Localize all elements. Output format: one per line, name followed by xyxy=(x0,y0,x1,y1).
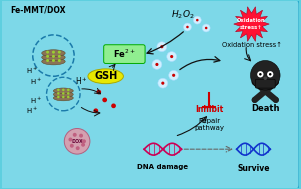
Text: DNA damage: DNA damage xyxy=(137,164,188,170)
Circle shape xyxy=(96,90,101,94)
Circle shape xyxy=(58,51,61,54)
Circle shape xyxy=(57,92,60,95)
Text: H$^+$: H$^+$ xyxy=(75,75,88,87)
Circle shape xyxy=(170,55,173,58)
Text: H$^+$: H$^+$ xyxy=(26,66,38,77)
Circle shape xyxy=(267,71,273,77)
Text: DOX: DOX xyxy=(71,139,83,144)
Text: Fe-MMT/DOX: Fe-MMT/DOX xyxy=(10,5,66,14)
Circle shape xyxy=(273,97,279,103)
Circle shape xyxy=(67,96,70,98)
Circle shape xyxy=(102,98,107,102)
Text: H$^+$: H$^+$ xyxy=(30,77,42,87)
Ellipse shape xyxy=(88,69,123,84)
Circle shape xyxy=(259,73,262,76)
Circle shape xyxy=(64,129,90,154)
Polygon shape xyxy=(234,7,269,41)
Circle shape xyxy=(252,79,258,85)
Ellipse shape xyxy=(53,88,73,94)
Circle shape xyxy=(169,70,178,80)
Circle shape xyxy=(250,60,280,90)
Circle shape xyxy=(58,59,61,62)
Circle shape xyxy=(257,71,263,77)
Circle shape xyxy=(82,139,86,143)
Circle shape xyxy=(73,133,77,137)
Circle shape xyxy=(184,23,191,31)
Circle shape xyxy=(93,108,98,113)
Text: Oxidation stress↑: Oxidation stress↑ xyxy=(222,42,281,48)
Circle shape xyxy=(202,24,210,32)
Circle shape xyxy=(172,74,175,77)
Text: Survive: Survive xyxy=(237,164,270,173)
Circle shape xyxy=(167,52,177,61)
Circle shape xyxy=(52,51,55,54)
Circle shape xyxy=(81,143,85,147)
Text: H$^+$: H$^+$ xyxy=(26,106,38,116)
Circle shape xyxy=(160,45,163,48)
Circle shape xyxy=(193,16,201,24)
Circle shape xyxy=(52,55,55,58)
Circle shape xyxy=(152,60,162,69)
Circle shape xyxy=(68,138,73,142)
Text: Inhibit: Inhibit xyxy=(195,105,223,114)
Text: Oxidation
stress↑: Oxidation stress↑ xyxy=(237,19,266,30)
Text: H$_2$O$_2$: H$_2$O$_2$ xyxy=(171,8,194,21)
Circle shape xyxy=(252,97,258,103)
Circle shape xyxy=(158,78,168,88)
Circle shape xyxy=(76,146,80,150)
Text: Fe$^{2+}$: Fe$^{2+}$ xyxy=(113,48,136,60)
Circle shape xyxy=(46,51,49,54)
Circle shape xyxy=(57,96,60,98)
Ellipse shape xyxy=(42,50,65,57)
Text: Death: Death xyxy=(251,104,280,113)
Circle shape xyxy=(46,55,49,58)
Text: GSH: GSH xyxy=(94,71,117,81)
Circle shape xyxy=(269,73,272,76)
Circle shape xyxy=(186,26,189,28)
Circle shape xyxy=(67,89,70,91)
Circle shape xyxy=(273,79,279,85)
Circle shape xyxy=(205,27,207,29)
Circle shape xyxy=(58,55,61,58)
Circle shape xyxy=(79,134,83,138)
Ellipse shape xyxy=(53,91,73,97)
FancyBboxPatch shape xyxy=(256,79,275,88)
Circle shape xyxy=(52,59,55,62)
Circle shape xyxy=(263,77,267,80)
Ellipse shape xyxy=(42,58,65,65)
Circle shape xyxy=(67,92,70,95)
Ellipse shape xyxy=(53,95,73,101)
Circle shape xyxy=(155,63,159,66)
Circle shape xyxy=(62,89,65,91)
Circle shape xyxy=(62,92,65,95)
Circle shape xyxy=(62,96,65,98)
Circle shape xyxy=(70,144,74,148)
Text: H$^+$: H$^+$ xyxy=(30,96,42,106)
Circle shape xyxy=(46,59,49,62)
Ellipse shape xyxy=(42,54,65,61)
Circle shape xyxy=(57,89,60,91)
Circle shape xyxy=(196,19,199,21)
FancyBboxPatch shape xyxy=(104,45,145,64)
Circle shape xyxy=(157,42,167,52)
Text: Repair
pathway: Repair pathway xyxy=(194,118,224,131)
Circle shape xyxy=(111,103,116,108)
Circle shape xyxy=(161,82,164,85)
